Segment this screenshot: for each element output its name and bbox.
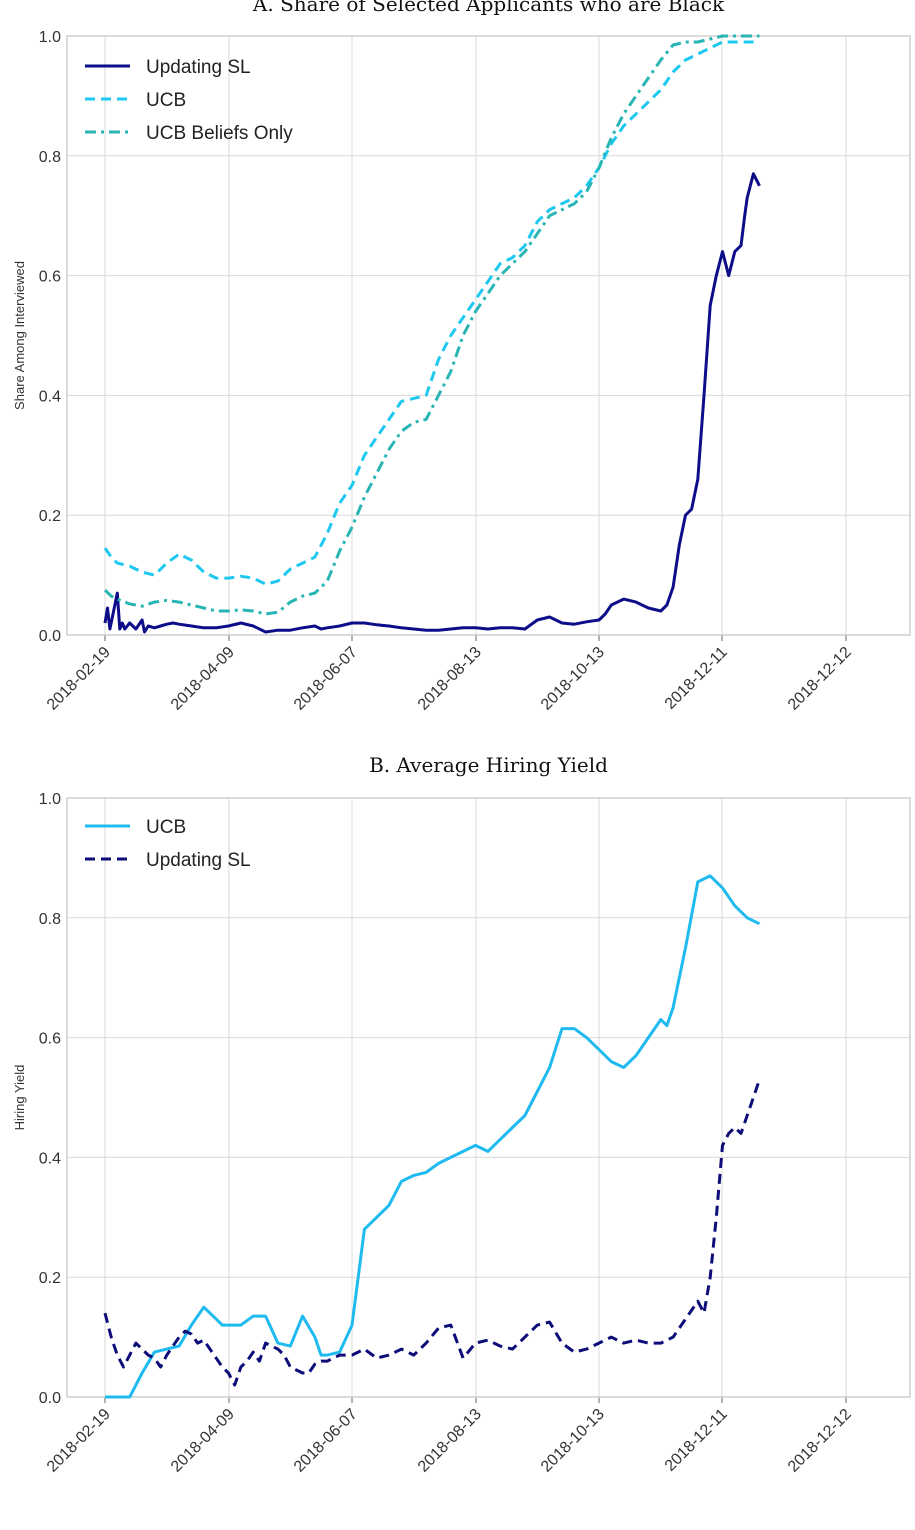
y-tick-label: 0.4 <box>39 388 61 405</box>
legend-label: UCB Beliefs Only <box>146 123 293 144</box>
series-line-ucb <box>105 874 761 1399</box>
y-axis-label: Share Among Interviewed <box>12 261 27 410</box>
y-tick-label: 0.8 <box>39 149 61 166</box>
y-tick-label: 0.6 <box>39 269 61 286</box>
x-tick-label: 2018-08-13 <box>415 644 485 714</box>
y-tick-label: 0.4 <box>39 1150 61 1167</box>
x-tick-label: 2018-06-07 <box>291 644 361 714</box>
y-tick-label: 0.0 <box>39 628 61 645</box>
series-line-ucb-beliefs-only <box>103 34 760 616</box>
series-line-ucb <box>103 40 760 586</box>
legend-label: UCB <box>146 817 186 838</box>
y-tick-label: 0.2 <box>39 508 61 525</box>
x-tick-label: 2018-04-09 <box>168 1406 238 1476</box>
y-tick-label: 0.8 <box>39 911 61 928</box>
x-tick-label: 2018-12-11 <box>662 1406 731 1475</box>
chart-title: A. Share of Selected Applicants who are … <box>252 0 725 16</box>
series-line-updating-sl <box>103 1079 761 1387</box>
y-tick-label: 1.0 <box>39 791 61 808</box>
y-tick-label: 0.2 <box>39 1270 61 1287</box>
chart-panel-0: A. Share of Selected Applicants who are … <box>12 0 911 714</box>
chart-title: B. Average Hiring Yield <box>369 753 608 777</box>
plot-frame <box>66 35 911 636</box>
x-tick-label: 2018-06-07 <box>291 1406 361 1476</box>
legend: Updating SL UCB UCB Beliefs Only <box>85 57 293 144</box>
legend-label: UCB <box>146 90 186 111</box>
legend-label: Updating SL <box>146 57 251 78</box>
legend: UCB Updating SL <box>85 817 251 871</box>
x-tick-label: 2018-02-19 <box>44 644 114 714</box>
x-tick-label: 2018-12-12 <box>785 644 855 714</box>
x-tick-label: 2018-12-12 <box>785 1406 855 1476</box>
x-tick-label: 2018-02-19 <box>44 1406 114 1476</box>
y-axis-label: Hiring Yield <box>12 1065 27 1131</box>
chart-panel-1: B. Average Hiring Yield 0.0 0.2 0.4 0.6 0.8 1.… <box>12 753 911 1476</box>
y-tick-label: 0.6 <box>39 1031 61 1048</box>
plot-frame <box>66 797 911 1398</box>
y-tick-label: 0.0 <box>39 1390 61 1407</box>
x-tick-label: 2018-10-13 <box>538 1406 608 1476</box>
legend-label: Updating SL <box>146 850 251 871</box>
x-tick-label: 2018-12-11 <box>662 644 731 713</box>
x-tick-label: 2018-08-13 <box>415 1406 485 1476</box>
y-tick-label: 1.0 <box>39 29 61 46</box>
x-tick-label: 2018-04-09 <box>168 644 238 714</box>
series-line-updating-sl <box>103 172 761 634</box>
x-tick-label: 2018-10-13 <box>538 644 608 714</box>
